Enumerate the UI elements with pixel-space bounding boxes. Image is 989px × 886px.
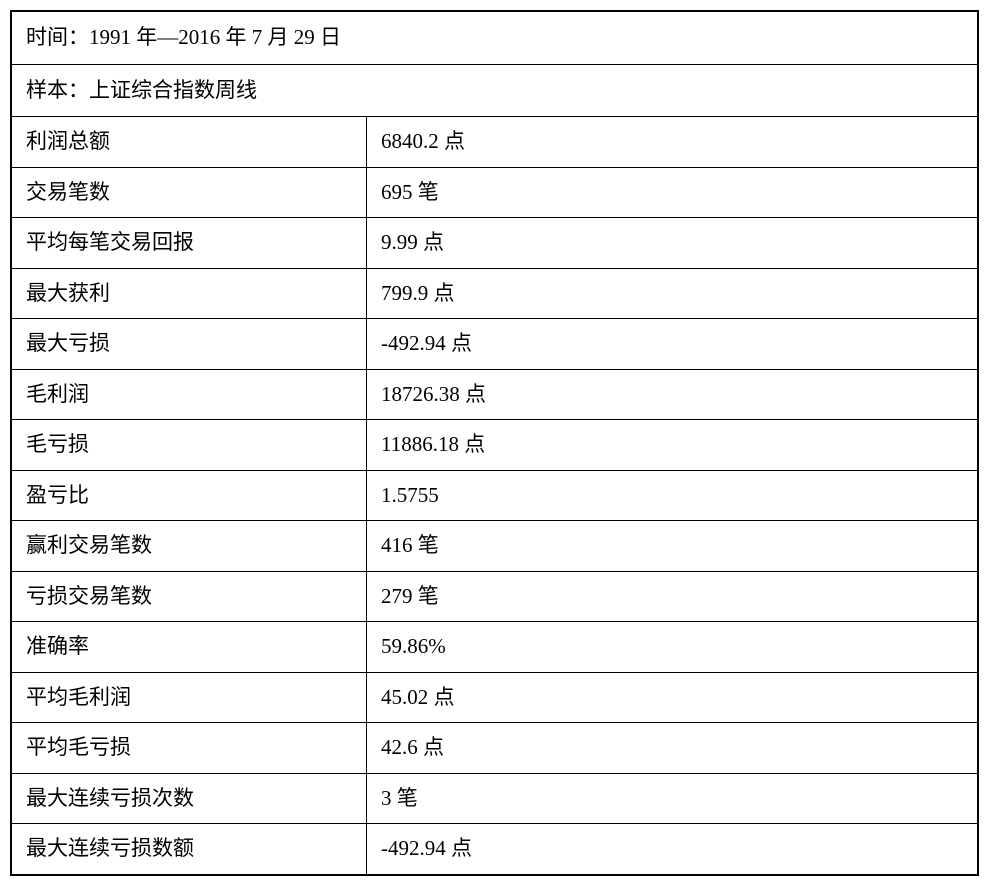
- table-row: 最大获利799.9 点: [12, 269, 977, 320]
- table-row: 赢利交易笔数416 笔: [12, 521, 977, 572]
- table-row: 最大亏损-492.94 点: [12, 319, 977, 370]
- table-cell-label: 毛利润: [12, 370, 367, 420]
- table-cell-value: 799.9 点: [367, 269, 977, 319]
- table-cell-value: -492.94 点: [367, 319, 977, 369]
- table-cell-value: 6840.2 点: [367, 117, 977, 167]
- table-cell-label: 交易笔数: [12, 168, 367, 218]
- statistics-table: 时间：1991 年—2016 年 7 月 29 日 样本：上证综合指数周线 利润…: [10, 10, 979, 876]
- table-cell-value: 11886.18 点: [367, 420, 977, 470]
- table-cell-label: 最大亏损: [12, 319, 367, 369]
- table-row: 毛利润18726.38 点: [12, 370, 977, 421]
- table-cell-value: 3 笔: [367, 774, 977, 824]
- table-cell-value: 18726.38 点: [367, 370, 977, 420]
- table-cell-label: 利润总额: [12, 117, 367, 167]
- header-time-text: 时间：1991 年—2016 年 7 月 29 日: [26, 25, 341, 49]
- table-cell-label: 最大连续亏损数额: [12, 824, 367, 874]
- table-cell-label: 平均毛利润: [12, 673, 367, 723]
- table-row: 最大连续亏损数额-492.94 点: [12, 824, 977, 874]
- table-cell-value: 279 笔: [367, 572, 977, 622]
- table-cell-label: 最大获利: [12, 269, 367, 319]
- table-cell-label: 毛亏损: [12, 420, 367, 470]
- table-cell-value: 59.86%: [367, 622, 977, 672]
- table-cell-value: 45.02 点: [367, 673, 977, 723]
- table-cell-label: 准确率: [12, 622, 367, 672]
- table-cell-label: 平均每笔交易回报: [12, 218, 367, 268]
- table-row: 毛亏损11886.18 点: [12, 420, 977, 471]
- table-row: 亏损交易笔数279 笔: [12, 572, 977, 623]
- table-cell-value: 1.5755: [367, 471, 977, 521]
- table-cell-label: 赢利交易笔数: [12, 521, 367, 571]
- table-row: 平均毛亏损42.6 点: [12, 723, 977, 774]
- table-cell-label: 亏损交易笔数: [12, 572, 367, 622]
- table-row: 平均毛利润45.02 点: [12, 673, 977, 724]
- table-cell-label: 最大连续亏损次数: [12, 774, 367, 824]
- table-header-time: 时间：1991 年—2016 年 7 月 29 日: [12, 12, 977, 65]
- table-row: 准确率59.86%: [12, 622, 977, 673]
- table-row: 盈亏比1.5755: [12, 471, 977, 522]
- table-cell-value: 42.6 点: [367, 723, 977, 773]
- table-cell-value: 9.99 点: [367, 218, 977, 268]
- table-cell-label: 盈亏比: [12, 471, 367, 521]
- table-row: 利润总额6840.2 点: [12, 117, 977, 168]
- table-cell-value: 695 笔: [367, 168, 977, 218]
- table-row: 最大连续亏损次数3 笔: [12, 774, 977, 825]
- table-header-sample: 样本：上证综合指数周线: [12, 65, 977, 118]
- table-cell-label: 平均毛亏损: [12, 723, 367, 773]
- table-row: 平均每笔交易回报9.99 点: [12, 218, 977, 269]
- table-body: 利润总额6840.2 点交易笔数695 笔平均每笔交易回报9.99 点最大获利7…: [12, 117, 977, 874]
- table-cell-value: 416 笔: [367, 521, 977, 571]
- table-cell-value: -492.94 点: [367, 824, 977, 874]
- table-row: 交易笔数695 笔: [12, 168, 977, 219]
- header-sample-text: 样本：上证综合指数周线: [26, 78, 257, 102]
